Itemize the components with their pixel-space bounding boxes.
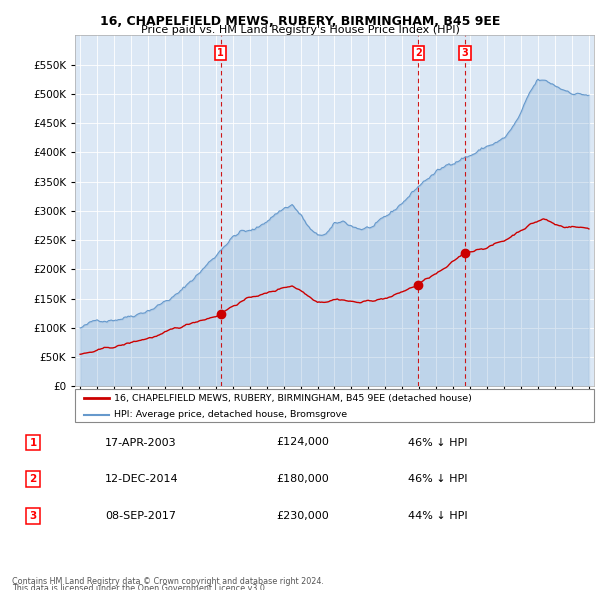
Text: 2: 2 [29, 474, 37, 484]
Text: £180,000: £180,000 [276, 474, 329, 484]
Text: HPI: Average price, detached house, Bromsgrove: HPI: Average price, detached house, Brom… [114, 410, 347, 419]
Text: 1: 1 [217, 48, 224, 58]
Text: 3: 3 [29, 511, 37, 520]
Text: 44% ↓ HPI: 44% ↓ HPI [408, 511, 467, 520]
Text: Price paid vs. HM Land Registry's House Price Index (HPI): Price paid vs. HM Land Registry's House … [140, 25, 460, 35]
Text: 16, CHAPELFIELD MEWS, RUBERY, BIRMINGHAM, B45 9EE: 16, CHAPELFIELD MEWS, RUBERY, BIRMINGHAM… [100, 15, 500, 28]
Text: This data is licensed under the Open Government Licence v3.0.: This data is licensed under the Open Gov… [12, 584, 268, 590]
Text: 46% ↓ HPI: 46% ↓ HPI [408, 474, 467, 484]
Text: 46% ↓ HPI: 46% ↓ HPI [408, 438, 467, 447]
Text: 16, CHAPELFIELD MEWS, RUBERY, BIRMINGHAM, B45 9EE (detached house): 16, CHAPELFIELD MEWS, RUBERY, BIRMINGHAM… [114, 394, 472, 402]
Text: 12-DEC-2014: 12-DEC-2014 [105, 474, 179, 484]
Text: 2: 2 [415, 48, 422, 58]
Text: £230,000: £230,000 [276, 511, 329, 520]
Text: 3: 3 [461, 48, 469, 58]
Text: 08-SEP-2017: 08-SEP-2017 [105, 511, 176, 520]
Text: 1: 1 [29, 438, 37, 447]
Text: Contains HM Land Registry data © Crown copyright and database right 2024.: Contains HM Land Registry data © Crown c… [12, 577, 324, 586]
Text: 17-APR-2003: 17-APR-2003 [105, 438, 176, 447]
Text: £124,000: £124,000 [276, 438, 329, 447]
